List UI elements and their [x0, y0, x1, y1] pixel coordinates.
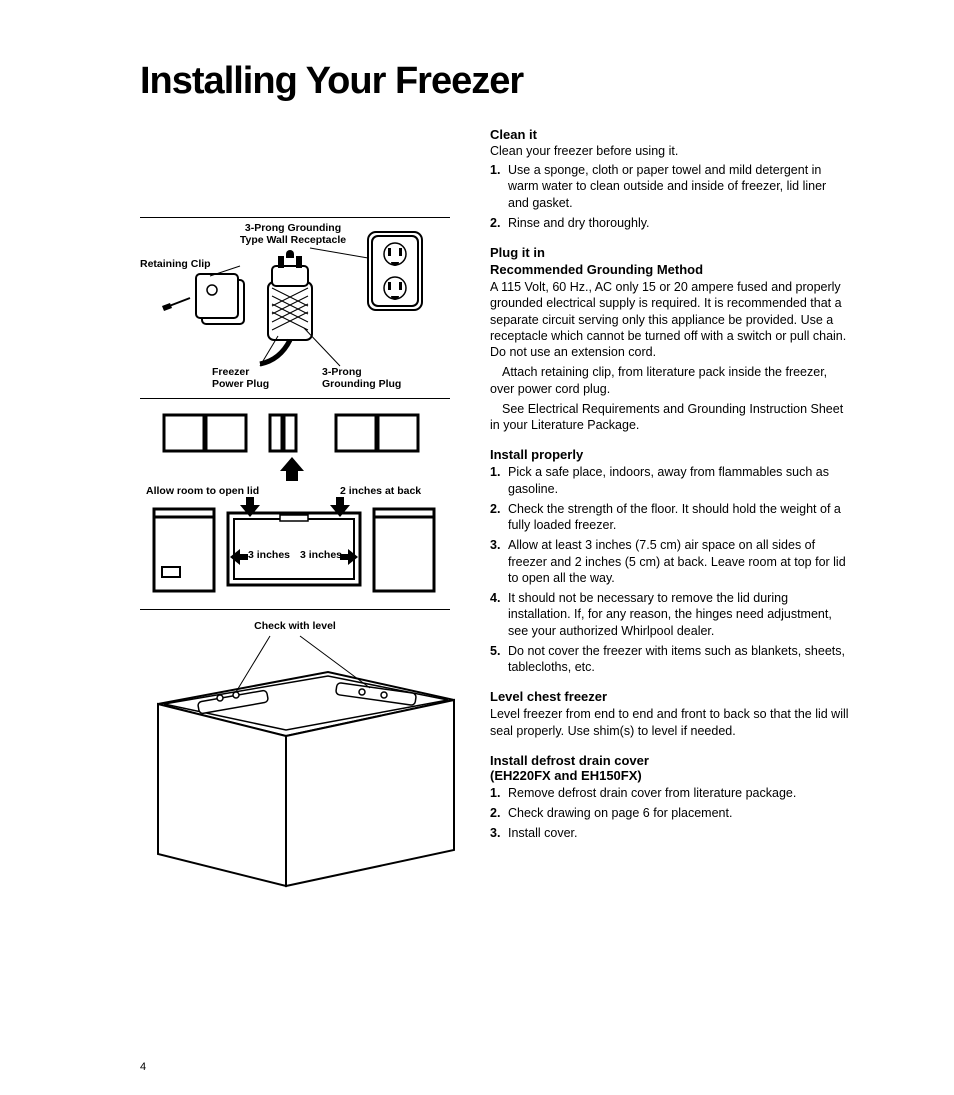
page-number: 4 — [140, 1061, 146, 1073]
heading-drain-cover: Install defrost drain cover(EH220FX and … — [490, 753, 850, 783]
figure-3 — [140, 634, 450, 894]
fig2-label-il: 3 inches — [248, 549, 290, 561]
step: Install cover. — [490, 825, 850, 841]
para: See Electrical Requirements and Groundin… — [490, 401, 850, 434]
intro-clean-it: Clean your freezer before using it. — [490, 144, 850, 158]
steps-clean-it: Use a sponge, cloth or paper towel and m… — [490, 162, 850, 231]
fig1-label-top: 3-Prong GroundingType Wall Receptacle — [228, 222, 358, 246]
figure-1: 3-Prong GroundingType Wall Receptacle Re… — [140, 218, 450, 398]
fig2-label-ir: 3 inches — [300, 549, 342, 561]
heading-plug-it-in: Plug it in — [490, 245, 850, 260]
content-columns: 3-Prong GroundingType Wall Receptacle Re… — [140, 127, 894, 904]
fig3-caption: Check with level — [140, 620, 450, 632]
page-title: Installing Your Freezer — [140, 60, 894, 103]
section-level: Level chest freezer Level freezer from e… — [490, 689, 850, 739]
fig1-bottom-rule — [140, 398, 450, 399]
fig1-label-br: 3-ProngGrounding Plug — [322, 366, 432, 390]
para: A 115 Volt, 60 Hz., AC only 15 or 20 amp… — [490, 279, 850, 360]
para: Attach retaining clip, from literature p… — [490, 364, 850, 397]
step: Do not cover the freezer with items such… — [490, 643, 850, 676]
fig2-svg — [140, 409, 450, 609]
text-column: Clean it Clean your freezer before using… — [490, 127, 850, 904]
heading-clean-it: Clean it — [490, 127, 850, 142]
figure-3-block: Check with level — [140, 620, 450, 894]
step: Check drawing on page 6 for placement. — [490, 805, 850, 821]
step: Allow at least 3 inches (7.5 cm) air spa… — [490, 537, 850, 586]
figures-column: 3-Prong GroundingType Wall Receptacle Re… — [140, 127, 450, 904]
section-clean-it: Clean it Clean your freezer before using… — [490, 127, 850, 231]
step: Remove defrost drain cover from literatu… — [490, 785, 850, 801]
fig3-svg — [140, 634, 460, 894]
subheading-grounding: Recommended Grounding Method — [490, 262, 850, 277]
heading-install-properly: Install properly — [490, 447, 850, 462]
fig2-bottom-rule — [140, 609, 450, 610]
figure-2-block: Allow room to open lid 2 inches at back … — [140, 409, 450, 610]
fig1-label-left: Retaining Clip — [140, 258, 211, 270]
fig2-label-right: 2 inches at back — [340, 485, 421, 497]
figure-2: Allow room to open lid 2 inches at back … — [140, 409, 450, 609]
para: Level freezer from end to end and front … — [490, 706, 850, 739]
step: Pick a safe place, indoors, away from fl… — [490, 464, 850, 497]
steps-install-properly: Pick a safe place, indoors, away from fl… — [490, 464, 850, 675]
steps-drain-cover: Remove defrost drain cover from literatu… — [490, 785, 850, 842]
step: It should not be necessary to remove the… — [490, 590, 850, 639]
step: Check the strength of the floor. It shou… — [490, 501, 850, 534]
section-drain-cover: Install defrost drain cover(EH220FX and … — [490, 753, 850, 842]
step: Use a sponge, cloth or paper towel and m… — [490, 162, 850, 211]
step: Rinse and dry thoroughly. — [490, 215, 850, 231]
section-plug-it-in: Plug it in Recommended Grounding Method … — [490, 245, 850, 433]
section-install-properly: Install properly Pick a safe place, indo… — [490, 447, 850, 675]
figure-1-block: 3-Prong GroundingType Wall Receptacle Re… — [140, 217, 450, 399]
fig1-label-bl: FreezerPower Plug — [212, 366, 292, 390]
heading-level: Level chest freezer — [490, 689, 850, 704]
fig2-label-left: Allow room to open lid — [146, 485, 259, 497]
